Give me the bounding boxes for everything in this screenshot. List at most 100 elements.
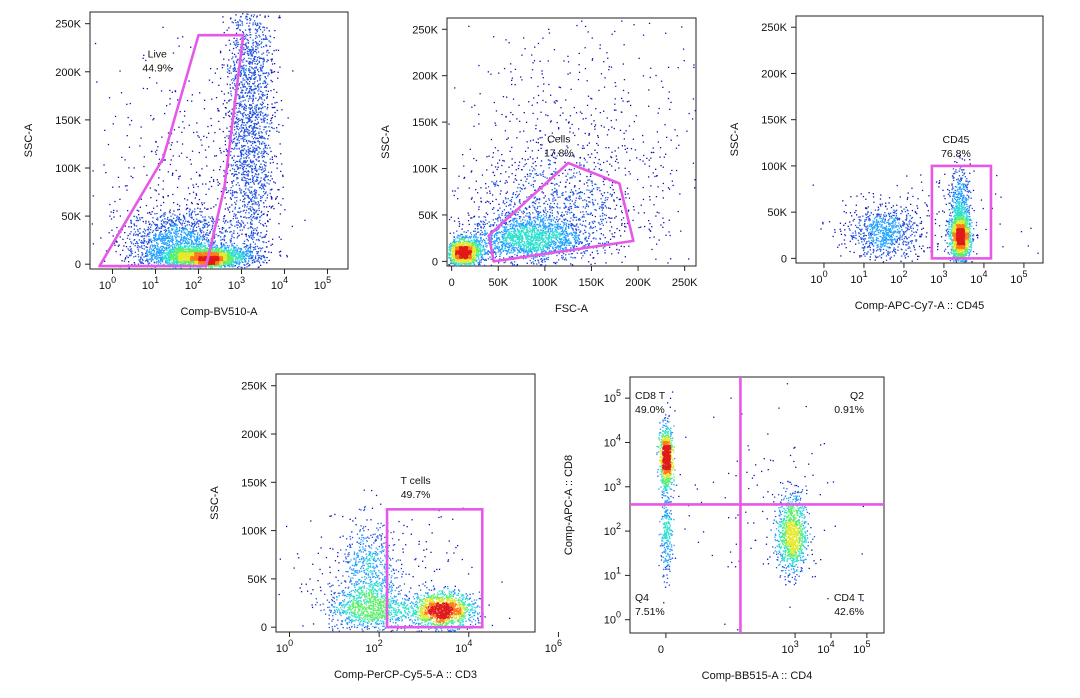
event-dot bbox=[178, 155, 180, 157]
event-dot bbox=[204, 250, 207, 253]
plot-frame bbox=[89, 11, 349, 270]
event-dot bbox=[190, 231, 192, 233]
event-dot bbox=[226, 181, 228, 184]
event-dot bbox=[142, 57, 144, 59]
event-dot bbox=[266, 49, 268, 52]
event-dot bbox=[190, 248, 192, 251]
event-dot bbox=[190, 246, 193, 248]
event-dot bbox=[251, 252, 253, 254]
event-dot bbox=[142, 253, 144, 255]
event-dot bbox=[273, 181, 275, 183]
event-dot bbox=[165, 233, 167, 235]
event-dot bbox=[176, 248, 178, 250]
event-dot bbox=[168, 249, 170, 252]
event-dot bbox=[237, 253, 240, 256]
event-dot bbox=[257, 176, 259, 179]
event-dot bbox=[260, 74, 262, 77]
event-dot bbox=[235, 246, 237, 248]
event-dot bbox=[235, 191, 237, 193]
event-dot bbox=[188, 241, 190, 243]
event-dot bbox=[214, 265, 216, 268]
event-dot bbox=[218, 228, 221, 230]
event-dot bbox=[151, 231, 154, 233]
event-dot bbox=[258, 56, 260, 58]
event-dot bbox=[178, 241, 180, 243]
event-dot bbox=[152, 253, 155, 256]
event-dot bbox=[260, 152, 262, 154]
event-dot bbox=[243, 131, 245, 133]
event-dot bbox=[142, 259, 144, 261]
event-dot bbox=[186, 235, 189, 237]
event-dot bbox=[262, 185, 264, 187]
event-dot bbox=[173, 261, 176, 263]
event-dot bbox=[254, 92, 256, 94]
event-dot bbox=[233, 213, 235, 215]
event-dot bbox=[264, 76, 266, 78]
event-dot bbox=[162, 180, 164, 182]
event-dot bbox=[136, 241, 138, 243]
event-dot bbox=[175, 252, 178, 254]
event-dot bbox=[239, 211, 241, 214]
event-dot bbox=[250, 237, 252, 239]
event-dot bbox=[165, 252, 168, 254]
event-dot bbox=[238, 160, 241, 163]
event-dot bbox=[164, 232, 166, 234]
event-dot bbox=[277, 77, 279, 79]
event-dot bbox=[252, 203, 254, 205]
event-dot bbox=[250, 97, 252, 100]
event-dot bbox=[256, 43, 258, 45]
event-dot bbox=[156, 242, 158, 244]
event-dot bbox=[239, 257, 241, 259]
event-dot bbox=[281, 163, 283, 165]
event-dot bbox=[183, 245, 185, 247]
event-dot bbox=[167, 253, 169, 255]
event-dot bbox=[147, 226, 149, 228]
event-dot bbox=[248, 251, 250, 253]
event-dot bbox=[154, 223, 156, 226]
event-dot bbox=[253, 92, 255, 94]
event-dot bbox=[235, 56, 237, 58]
event-dot bbox=[165, 260, 167, 262]
event-dot bbox=[266, 38, 268, 40]
event-dot bbox=[170, 257, 172, 260]
event-dot bbox=[151, 220, 154, 223]
event-dot bbox=[217, 251, 219, 253]
event-dot bbox=[250, 200, 252, 202]
event-dot bbox=[251, 161, 253, 163]
event-dot bbox=[154, 244, 157, 247]
event-dot bbox=[249, 51, 252, 53]
event-dot bbox=[253, 261, 255, 263]
event-dot bbox=[228, 27, 230, 29]
event-dot bbox=[223, 239, 225, 241]
event-dot bbox=[172, 239, 174, 241]
event-dot bbox=[225, 253, 228, 255]
event-dot bbox=[241, 233, 243, 235]
event-dot bbox=[234, 63, 236, 66]
event-dot bbox=[257, 146, 259, 148]
event-dot bbox=[195, 230, 198, 232]
event-dot bbox=[116, 210, 118, 212]
event-dot bbox=[257, 213, 259, 215]
event-dot bbox=[243, 47, 245, 49]
event-dot bbox=[178, 230, 180, 232]
event-dot bbox=[168, 227, 170, 229]
event-dot bbox=[154, 245, 156, 248]
event-dot bbox=[113, 209, 115, 212]
event-dot bbox=[247, 131, 249, 133]
event-dot bbox=[241, 254, 243, 256]
event-dot bbox=[234, 201, 236, 204]
event-dot bbox=[216, 68, 218, 70]
event-dot bbox=[241, 24, 244, 26]
event-dot bbox=[152, 119, 154, 121]
event-dot bbox=[242, 84, 244, 86]
event-dot bbox=[142, 231, 144, 233]
event-dot bbox=[260, 264, 262, 266]
event-dot bbox=[263, 38, 265, 40]
event-dot bbox=[195, 171, 198, 173]
event-dot bbox=[204, 225, 206, 227]
event-dot bbox=[160, 226, 162, 228]
event-dot bbox=[187, 242, 189, 244]
event-dot bbox=[170, 263, 172, 265]
event-dot bbox=[202, 183, 204, 185]
event-dot bbox=[264, 167, 266, 169]
